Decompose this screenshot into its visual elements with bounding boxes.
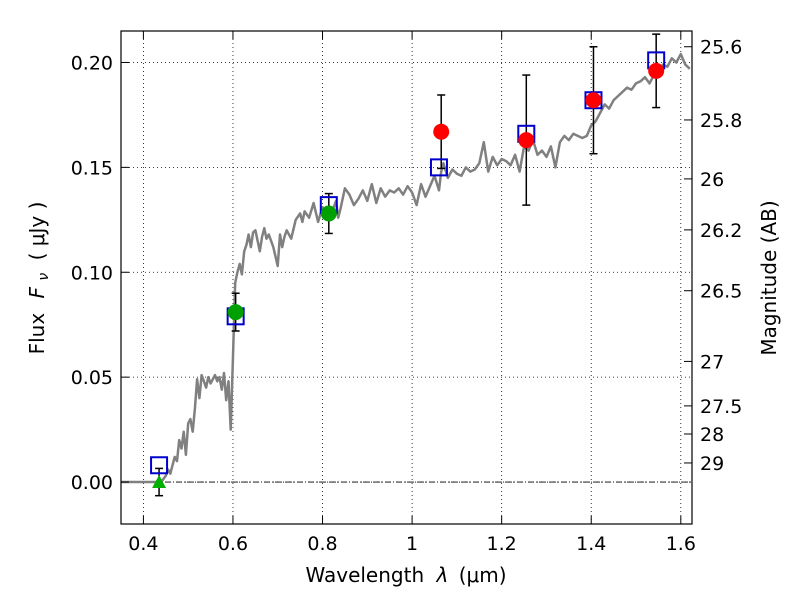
x-tick-label: 1 xyxy=(406,533,418,555)
mag-tick-label: 29 xyxy=(700,453,724,475)
y-tick-label: 0.00 xyxy=(71,472,113,494)
detection-point xyxy=(585,92,602,109)
detection-point xyxy=(227,304,244,321)
mag-tick-label: 28 xyxy=(700,424,724,446)
detection-point xyxy=(320,205,337,222)
x-axis-title: Wavelength λ (μm) xyxy=(305,563,506,587)
detection-point xyxy=(648,62,665,79)
detection-point xyxy=(518,132,535,149)
model-photometry-point xyxy=(150,456,169,475)
y2-axis-title: Magnitude (AB) xyxy=(757,200,781,355)
mag-tick-label: 27.5 xyxy=(700,396,742,418)
mag-tick-label: 26.2 xyxy=(700,220,742,242)
mag-tick-label: 25.6 xyxy=(700,37,742,59)
model-spectrum-line xyxy=(121,52,691,484)
model-spectrum xyxy=(121,52,691,484)
x-tick-label: 0.4 xyxy=(128,533,158,555)
x-tick-label: 1.6 xyxy=(666,533,696,555)
x-tick-label: 0.8 xyxy=(307,533,337,555)
x-tick-label: 1.4 xyxy=(576,533,606,555)
x-tick-label: 1.2 xyxy=(487,533,517,555)
data-markers xyxy=(150,51,666,489)
upper-limit-point xyxy=(152,475,167,489)
y-tick-label: 0.05 xyxy=(71,367,113,389)
y-axis-title: Flux F ν ( μJy ) xyxy=(25,202,53,355)
y-tick-label: 0.15 xyxy=(71,157,113,179)
axis-ticks xyxy=(121,31,692,524)
mag-tick-label: 26 xyxy=(700,169,724,191)
model-photometry-point xyxy=(429,158,448,177)
mag-tick-label: 26.5 xyxy=(700,281,742,303)
mag-tick-label: 27 xyxy=(700,351,724,373)
mag-tick-label: 25.8 xyxy=(700,110,742,132)
detection-point xyxy=(433,123,450,140)
plot-frame xyxy=(120,30,693,525)
tick-labels: 0.4 0.6 0.8 1 1.2 1.4 1.6 0.00 0.05 0.10 0.15 0.20 2… xyxy=(71,37,743,555)
x-tick-label: 0.6 xyxy=(218,533,248,555)
y-tick-label: 0.20 xyxy=(71,52,113,74)
y-tick-label: 0.10 xyxy=(71,262,113,284)
